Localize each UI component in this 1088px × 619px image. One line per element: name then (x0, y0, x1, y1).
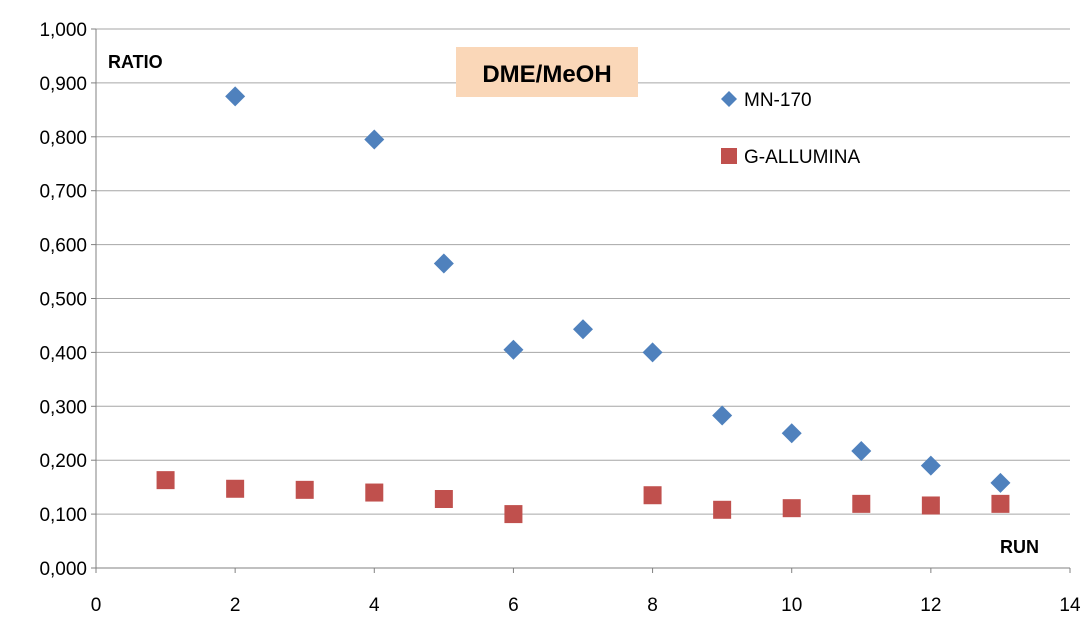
x-tick-label-5: 10 (781, 595, 802, 614)
point-mn-170-9 (920, 455, 941, 476)
point-g-allumina-8 (782, 499, 801, 518)
x-tick-labels: 0 2 4 6 8 10 12 14 (91, 595, 1081, 616)
y-tick-labels: 0,000 0,100 0,200 0,300 0,400 0,500 0,600 0,700… (39, 20, 87, 580)
y-tick-label-1: 0,100 (39, 505, 87, 526)
axes (91, 28, 1071, 573)
point-mn-170-6 (712, 405, 733, 426)
point-g-allumina-6 (643, 486, 662, 505)
point-mn-170-7 (781, 423, 802, 444)
x-tick-label-0: 0 (91, 595, 102, 614)
point-g-allumina-2 (295, 480, 314, 499)
y-tick-label-9: 0,900 (39, 74, 87, 95)
point-mn-170-8 (851, 441, 872, 462)
point-g-allumina-1 (226, 479, 245, 498)
point-mn-170-2 (433, 253, 454, 274)
point-mn-170-1 (364, 129, 385, 150)
y-tick-label-4: 0,400 (39, 343, 87, 364)
x-axis-label: RUN (1000, 537, 1039, 557)
y-tick-label-2: 0,200 (39, 451, 87, 472)
y-tick-label-0: 0,000 (39, 559, 87, 580)
point-g-allumina-10 (921, 496, 940, 515)
gridlines (96, 28, 1070, 515)
y-tick-label-8: 0,800 (39, 128, 87, 149)
point-g-allumina-5 (504, 505, 523, 524)
point-g-allumina-0 (156, 471, 175, 490)
chart-title: DME/MeOH (482, 61, 611, 88)
point-mn-170-5 (642, 342, 663, 363)
point-mn-170-0 (225, 86, 246, 107)
point-mn-170-3 (503, 339, 524, 360)
legend: MN-170 G-ALLUMINA (721, 90, 860, 168)
x-tick-label-4: 8 (647, 595, 658, 614)
point-g-allumina-9 (852, 494, 871, 513)
point-mn-170-10 (990, 472, 1011, 493)
point-g-allumina-3 (365, 483, 384, 502)
point-mn-170-4 (573, 319, 593, 340)
legend-label-g-allumina: G-ALLUMINA (744, 147, 860, 168)
x-tick-label-7: 14 (1059, 595, 1081, 614)
y-tick-label-5: 0,500 (39, 290, 87, 311)
point-g-allumina-11 (991, 494, 1010, 513)
y-tick-label-10: 1,000 (39, 20, 87, 41)
y-axis-label: RATIO (108, 52, 163, 72)
chart-title-background (456, 47, 638, 97)
y-tick-label-6: 0,600 (39, 236, 87, 257)
legend-marker-g-allumina (721, 148, 737, 164)
legend-label-mn-170: MN-170 (744, 90, 812, 111)
data-points (156, 86, 1011, 524)
y-tick-label-7: 0,700 (39, 182, 87, 203)
point-g-allumina-4 (434, 490, 453, 509)
x-tick-label-6: 12 (920, 595, 941, 614)
x-tick-label-1: 2 (230, 595, 241, 614)
y-tick-label-3: 0,300 (39, 397, 87, 418)
x-tick-label-3: 6 (508, 595, 519, 614)
legend-marker-mn-170 (721, 91, 737, 107)
x-tick-label-2: 4 (369, 595, 380, 614)
point-g-allumina-7 (713, 500, 732, 519)
